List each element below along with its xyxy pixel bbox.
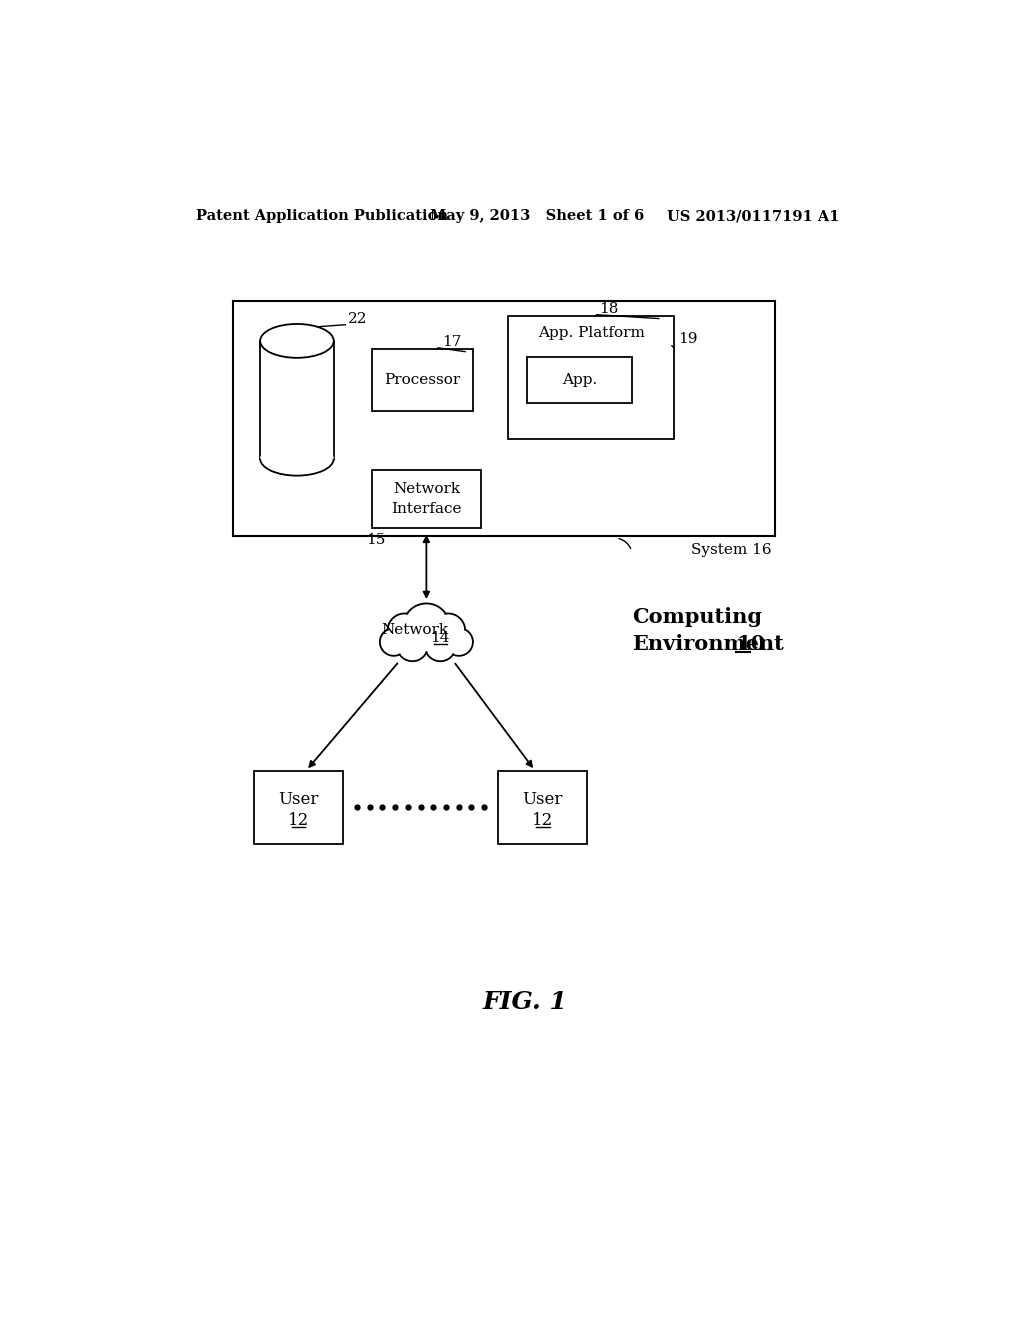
- Bar: [232, 301, 775, 536]
- Text: May 9, 2013   Sheet 1 of 6: May 9, 2013 Sheet 1 of 6: [430, 209, 644, 223]
- Circle shape: [402, 602, 451, 651]
- Text: 12: 12: [288, 812, 309, 829]
- Bar: [260, 341, 334, 459]
- Text: Patent Application Publication: Patent Application Publication: [197, 209, 449, 223]
- Text: User: User: [279, 791, 318, 808]
- Text: 18: 18: [599, 301, 618, 315]
- Text: FIG. 1: FIG. 1: [482, 990, 567, 1014]
- Text: 17: 17: [442, 335, 461, 348]
- Text: Network: Network: [381, 623, 449, 636]
- Text: 14: 14: [430, 631, 451, 645]
- Text: App. Platform: App. Platform: [538, 326, 644, 341]
- Text: US 2013/0117191 A1: US 2013/0117191 A1: [667, 209, 839, 223]
- Text: 12: 12: [532, 812, 553, 829]
- Bar: [254, 771, 343, 843]
- Bar: [498, 771, 587, 843]
- Text: Processor: Processor: [384, 374, 461, 387]
- Bar: [508, 317, 675, 440]
- Text: User: User: [522, 791, 563, 808]
- Circle shape: [430, 612, 466, 648]
- Circle shape: [387, 612, 423, 648]
- Bar: [372, 350, 473, 411]
- Text: App.: App.: [562, 374, 597, 387]
- Circle shape: [396, 630, 429, 663]
- Text: 15: 15: [367, 532, 386, 546]
- Text: 19: 19: [678, 333, 697, 346]
- Text: Environment: Environment: [632, 634, 783, 653]
- Circle shape: [379, 627, 409, 656]
- Circle shape: [444, 627, 473, 656]
- Circle shape: [424, 630, 457, 663]
- Text: 22: 22: [348, 312, 368, 326]
- Text: Network
Interface: Network Interface: [391, 482, 462, 516]
- Bar: [527, 358, 632, 404]
- Text: System 16: System 16: [690, 543, 771, 557]
- Bar: [372, 470, 480, 528]
- Ellipse shape: [260, 323, 334, 358]
- Text: Computing: Computing: [632, 607, 762, 627]
- Text: 10: 10: [736, 634, 766, 653]
- Ellipse shape: [260, 442, 334, 475]
